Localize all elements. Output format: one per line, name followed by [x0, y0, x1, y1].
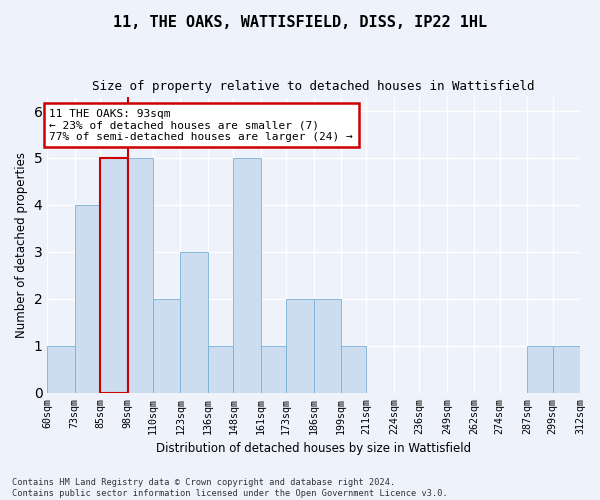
Text: Contains HM Land Registry data © Crown copyright and database right 2024.
Contai: Contains HM Land Registry data © Crown c…	[12, 478, 448, 498]
Text: 11, THE OAKS, WATTISFIELD, DISS, IP22 1HL: 11, THE OAKS, WATTISFIELD, DISS, IP22 1H…	[113, 15, 487, 30]
Y-axis label: Number of detached properties: Number of detached properties	[15, 152, 28, 338]
Title: Size of property relative to detached houses in Wattisfield: Size of property relative to detached ho…	[92, 80, 535, 93]
Bar	[341, 346, 367, 393]
Bar	[100, 158, 128, 393]
Bar	[128, 158, 153, 393]
Bar	[261, 346, 286, 393]
Bar	[47, 346, 75, 393]
Bar	[527, 346, 553, 393]
Text: 11 THE OAKS: 93sqm
← 23% of detached houses are smaller (7)
77% of semi-detached: 11 THE OAKS: 93sqm ← 23% of detached hou…	[49, 108, 353, 142]
Bar	[314, 299, 341, 393]
Bar	[181, 252, 208, 393]
Bar	[233, 158, 261, 393]
X-axis label: Distribution of detached houses by size in Wattisfield: Distribution of detached houses by size …	[156, 442, 471, 455]
Bar	[75, 205, 100, 393]
Bar	[153, 299, 181, 393]
Bar	[553, 346, 580, 393]
Bar	[286, 299, 314, 393]
Bar	[208, 346, 233, 393]
